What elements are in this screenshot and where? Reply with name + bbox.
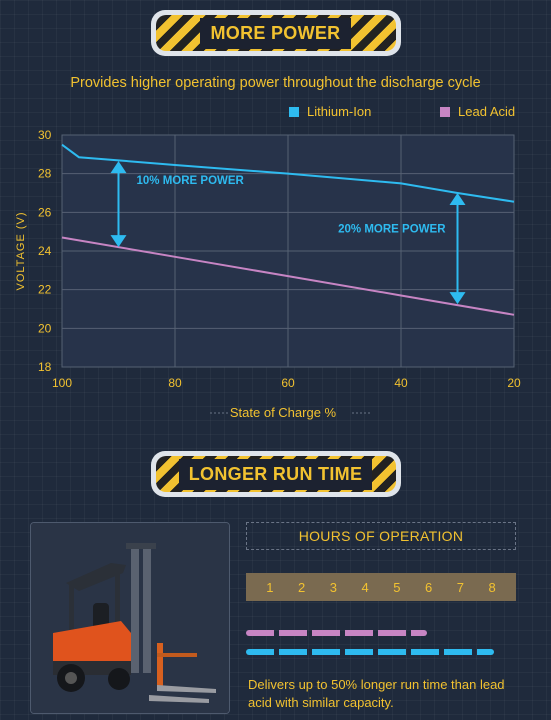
hour-tick: 8 <box>488 579 496 595</box>
y-tick-label: 22 <box>38 283 52 297</box>
x-tick-label: 40 <box>394 376 408 390</box>
hours-of-operation-header: HOURS OF OPERATION <box>246 522 516 550</box>
hour-tick: 4 <box>361 579 369 595</box>
annotation-arrow-head <box>449 193 466 205</box>
voltage-chart: 18 20 22 24 26 28 30 100 80 60 40 20 VOLTAGE (V) Stat… <box>15 128 521 420</box>
legend-label-lead-acid: Lead Acid <box>458 104 516 119</box>
x-tick-label: 60 <box>281 376 295 390</box>
x-tick-label: 80 <box>168 376 182 390</box>
hour-tick: 7 <box>456 579 464 595</box>
hour-tick: 6 <box>425 579 433 595</box>
hour-tick: 2 <box>298 579 306 595</box>
hour-tick: 1 <box>266 579 274 595</box>
lithium-runtime-fill <box>246 649 495 655</box>
legend-item-lithium: Lithium-Ion <box>289 104 371 119</box>
annotation-arrow-head <box>110 161 127 174</box>
hours-of-operation-title: HOURS OF OPERATION <box>298 528 464 544</box>
y-tick-label: 18 <box>38 360 52 374</box>
legend-swatch-lead-acid <box>440 106 450 117</box>
x-tick-label: 100 <box>52 376 72 390</box>
hazard-stripes: LONGER RUN TIME <box>155 456 396 492</box>
annotation-arrow-head <box>449 292 466 305</box>
hazard-stripes: MORE POWER <box>155 15 396 51</box>
legend-swatch-lithium <box>289 106 299 117</box>
lithium-runtime-bar <box>246 649 516 655</box>
hours-scale: 1 2 3 4 5 6 7 8 <box>246 573 516 601</box>
runtime-description: Delivers up to 50% longer run time than … <box>248 677 505 710</box>
annotation-arrow-head <box>110 235 127 248</box>
annotation-label: 20% MORE POWER <box>338 224 446 236</box>
more-power-title: MORE POWER <box>200 17 351 49</box>
y-tick-label: 24 <box>38 244 52 258</box>
longer-run-time-title: LONGER RUN TIME <box>178 458 373 490</box>
longer-run-time-banner: LONGER RUN TIME <box>150 451 401 497</box>
y-tick-label: 28 <box>38 167 52 181</box>
x-tick-label: 20 <box>507 376 521 390</box>
hour-tick: 5 <box>393 579 401 595</box>
series-line-lead-acid <box>61 236 515 316</box>
chart-subtitle: Provides higher operating power througho… <box>70 75 481 91</box>
hour-tick: 3 <box>329 579 337 595</box>
forklift-icon <box>31 523 229 713</box>
y-tick-label: 26 <box>38 205 52 219</box>
lead-acid-runtime-fill <box>246 630 427 636</box>
legend-item-lead-acid: Lead Acid <box>440 104 515 119</box>
x-axis-label: State of Charge % <box>230 405 337 420</box>
y-tick-label: 20 <box>38 321 52 335</box>
y-axis-label: VOLTAGE (V) <box>15 211 27 290</box>
legend-label-lithium: Lithium-Ion <box>307 104 372 119</box>
forklift-image <box>30 522 230 714</box>
y-tick-label: 30 <box>38 128 52 142</box>
annotation-label: 10% MORE POWER <box>137 175 245 187</box>
more-power-banner: MORE POWER <box>150 10 401 56</box>
lead-acid-runtime-bar <box>246 630 516 636</box>
